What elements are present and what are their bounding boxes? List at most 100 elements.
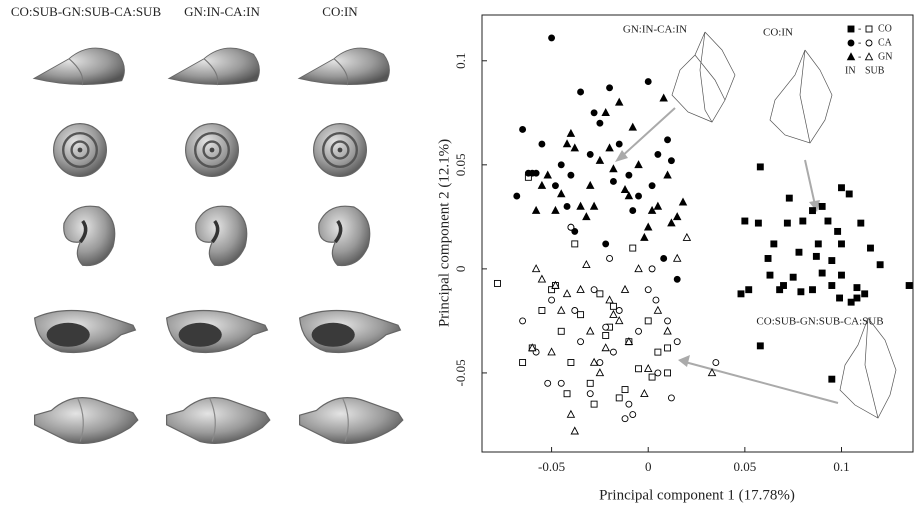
point: [635, 365, 643, 373]
shell-panel: CO:SUB-GN:SUB-CA:SUB GN:IN-CA:IN CO:IN: [11, 4, 404, 445]
x-tick-label: 0.1: [833, 459, 849, 474]
point: [557, 379, 565, 387]
point: [764, 255, 772, 262]
point: [557, 161, 565, 169]
point: [595, 368, 605, 377]
y-axis-label: Principal component 2 (12.1%): [436, 139, 452, 327]
point: [563, 390, 571, 398]
point: [667, 218, 676, 227]
point: [640, 232, 649, 241]
point: [576, 201, 585, 210]
point: [605, 143, 614, 152]
point: [596, 290, 604, 298]
point: [624, 336, 634, 345]
point: [596, 119, 604, 127]
point: [582, 259, 591, 268]
point: [629, 411, 637, 418]
point: [643, 364, 653, 373]
annotation: CO:SUB-GN:SUB-CA:SUB: [756, 316, 883, 328]
shell-image: [168, 47, 260, 86]
point: [667, 394, 675, 402]
y-tick-label: -0.05: [453, 359, 468, 386]
point: [809, 286, 816, 294]
x-axis-label: Principal component 1 (17.78%): [599, 487, 795, 503]
legend-marker: [865, 25, 873, 33]
point: [567, 171, 575, 179]
point: [590, 109, 598, 117]
point: [589, 357, 599, 366]
point: [620, 185, 630, 194]
point: [789, 273, 797, 281]
legend-marker: [864, 52, 874, 61]
point: [756, 163, 764, 171]
shell-image: [52, 122, 108, 178]
point: [795, 248, 803, 256]
legend-marker: [847, 25, 855, 33]
point: [857, 219, 865, 227]
point: [602, 323, 610, 331]
point: [814, 240, 822, 248]
shell-image: [33, 47, 125, 86]
point: [601, 343, 610, 352]
point: [551, 182, 559, 190]
point: [741, 217, 749, 225]
point: [609, 178, 617, 185]
point: [609, 164, 618, 173]
point: [707, 368, 717, 377]
shell-image: [312, 122, 368, 178]
point: [577, 311, 585, 319]
shell-image: [298, 47, 390, 86]
point: [644, 78, 652, 86]
point: [543, 170, 552, 179]
arrow: [804, 159, 816, 206]
point: [531, 205, 541, 214]
shell-image: [33, 396, 139, 445]
point: [614, 316, 624, 325]
point: [663, 170, 672, 179]
legend-dash: -: [858, 51, 861, 62]
point: [834, 227, 842, 235]
x-tick-label: 0.05: [733, 459, 756, 474]
point: [547, 347, 556, 356]
point: [615, 140, 623, 148]
point: [776, 286, 784, 294]
point: [629, 207, 637, 215]
point: [663, 326, 672, 335]
point: [605, 295, 614, 304]
y-tick-label: 0: [453, 266, 468, 273]
point: [570, 426, 580, 435]
point: [643, 222, 653, 231]
legend-marker: [846, 52, 856, 61]
point: [647, 205, 657, 214]
point: [548, 286, 556, 294]
point: [745, 286, 753, 294]
y-tick-label: 0.1: [453, 53, 468, 69]
point: [562, 139, 572, 148]
point: [712, 359, 720, 366]
arrowhead: [809, 200, 820, 212]
point: [609, 302, 617, 310]
point: [519, 317, 527, 325]
point: [566, 409, 576, 418]
x-tick-label: -0.05: [538, 459, 565, 474]
legend-marker: [865, 39, 873, 47]
point: [644, 317, 652, 325]
point: [551, 280, 560, 289]
point: [654, 150, 662, 158]
arrow: [684, 361, 839, 404]
point: [648, 265, 656, 273]
shell-image: [193, 204, 249, 268]
point: [664, 317, 671, 325]
point: [556, 189, 566, 198]
point: [596, 359, 604, 366]
point: [590, 400, 598, 408]
point: [664, 344, 671, 352]
point: [586, 150, 594, 158]
point: [577, 88, 585, 96]
x-tick-label: 0: [645, 459, 652, 474]
legend-dash: -: [858, 37, 861, 48]
point: [845, 190, 853, 198]
point: [770, 240, 778, 248]
point: [838, 271, 845, 279]
